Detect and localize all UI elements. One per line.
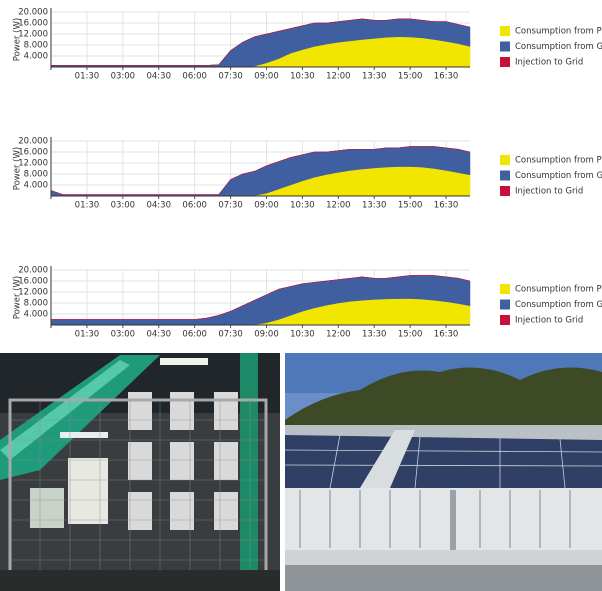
y-axis-label: Power (W) bbox=[13, 147, 23, 190]
y-tick-label: 8.000 bbox=[24, 41, 48, 51]
x-tick-label: 03:00 bbox=[111, 330, 136, 340]
legend-swatch bbox=[500, 299, 510, 310]
x-tick-label: 07:30 bbox=[218, 330, 243, 340]
y-tick-label: 12.000 bbox=[18, 288, 48, 298]
legend-label: Injection to Grid bbox=[515, 316, 583, 326]
photo-inverters bbox=[0, 353, 280, 591]
y-tick-label: 4.000 bbox=[24, 181, 48, 191]
x-tick-label: 10:30 bbox=[290, 330, 315, 340]
x-tick-label: 03:00 bbox=[111, 201, 136, 211]
x-tick-label: 01:30 bbox=[75, 201, 100, 211]
x-tick-label: 12:00 bbox=[326, 330, 351, 340]
x-tick-label: 09:00 bbox=[254, 201, 279, 211]
y-tick-label: 20.000 bbox=[18, 137, 48, 147]
x-tick-label: 12:00 bbox=[326, 72, 351, 82]
x-tick-label: 15:00 bbox=[398, 330, 423, 340]
x-tick-label: 15:00 bbox=[398, 201, 423, 211]
legend-label: Injection to Grid bbox=[515, 187, 583, 197]
x-tick-label: 04:30 bbox=[146, 201, 171, 211]
x-tick-label: 13:30 bbox=[362, 330, 387, 340]
area bbox=[51, 18, 471, 66]
legend-label: Consumption from Grid bbox=[515, 171, 602, 181]
x-tick-label: 16:30 bbox=[434, 330, 459, 340]
y-tick-label: 20.000 bbox=[18, 8, 48, 18]
y-tick-label: 4.000 bbox=[24, 52, 48, 62]
legend-label: Consumption from Grid bbox=[515, 42, 602, 52]
y-tick-label: 16.000 bbox=[18, 277, 48, 287]
x-tick-label: 16:30 bbox=[434, 201, 459, 211]
y-tick-label: 8.000 bbox=[24, 299, 48, 309]
legend-label: Consumption from PV bbox=[515, 27, 602, 37]
y-tick-label: 12.000 bbox=[18, 30, 48, 40]
area bbox=[51, 275, 471, 320]
legend-swatch bbox=[500, 155, 510, 165]
x-tick-label: 04:30 bbox=[146, 330, 171, 340]
legend-label: Consumption from PV bbox=[515, 156, 602, 166]
y-tick-label: 12.000 bbox=[18, 159, 48, 169]
x-tick-label: 12:00 bbox=[326, 201, 351, 211]
x-tick-label: 10:30 bbox=[290, 201, 315, 211]
x-tick-label: 07:30 bbox=[218, 72, 243, 82]
y-tick-label: 16.000 bbox=[18, 148, 48, 158]
x-tick-label: 01:30 bbox=[75, 330, 100, 340]
y-tick-label: 16.000 bbox=[18, 19, 48, 29]
x-tick-label: 10:30 bbox=[290, 72, 315, 82]
x-tick-label: 09:00 bbox=[254, 330, 279, 340]
x-tick-label: 03:00 bbox=[111, 72, 136, 82]
legend-swatch bbox=[500, 315, 510, 325]
y-tick-label: 4.000 bbox=[24, 310, 48, 320]
photo-rooftop bbox=[284, 353, 602, 591]
y-axis-label: Power (W) bbox=[13, 276, 23, 319]
legend-swatch bbox=[500, 41, 510, 52]
legend-swatch bbox=[500, 170, 510, 181]
x-tick-label: 09:00 bbox=[254, 72, 279, 82]
x-tick-label: 07:30 bbox=[218, 201, 243, 211]
x-tick-label: 13:30 bbox=[362, 201, 387, 211]
y-axis-label: Power (W) bbox=[13, 18, 23, 61]
legend-label: Injection to Grid bbox=[515, 58, 583, 68]
legend-label: Consumption from Grid bbox=[515, 300, 602, 310]
x-tick-label: 01:30 bbox=[75, 72, 100, 82]
x-tick-label: 06:00 bbox=[182, 201, 207, 211]
x-tick-label: 06:00 bbox=[182, 72, 207, 82]
x-tick-label: 15:00 bbox=[398, 72, 423, 82]
x-tick-label: 13:30 bbox=[362, 72, 387, 82]
x-tick-label: 04:30 bbox=[146, 72, 171, 82]
y-tick-label: 20.000 bbox=[18, 266, 48, 276]
x-tick-label: 06:00 bbox=[182, 330, 207, 340]
area bbox=[50, 146, 471, 195]
legend-swatch bbox=[500, 186, 510, 196]
legend-swatch bbox=[500, 26, 510, 36]
legend-label: Consumption from PV bbox=[515, 285, 602, 295]
x-tick-label: 16:30 bbox=[434, 72, 459, 82]
legend-swatch bbox=[500, 57, 510, 67]
y-tick-label: 8.000 bbox=[24, 170, 48, 180]
legend-swatch bbox=[500, 284, 510, 294]
